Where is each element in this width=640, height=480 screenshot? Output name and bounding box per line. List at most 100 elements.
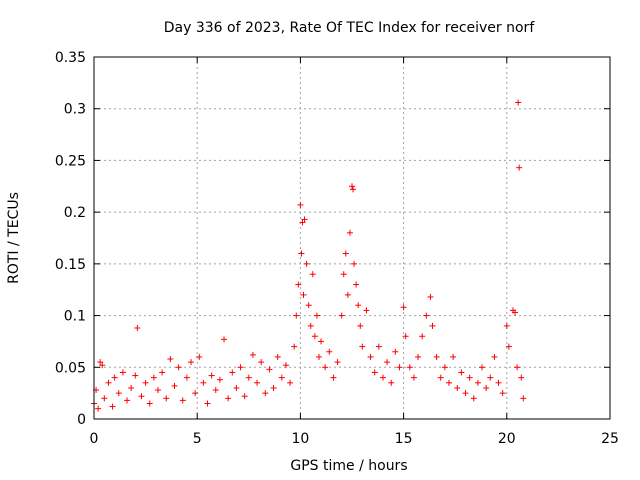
data-point <box>446 379 453 386</box>
data-point <box>315 353 322 360</box>
data-point <box>179 397 186 404</box>
data-point <box>491 353 498 360</box>
data-point <box>512 309 519 316</box>
data-point <box>146 400 153 407</box>
data-point <box>124 397 131 404</box>
data-point <box>196 353 203 360</box>
data-point <box>241 393 248 400</box>
data-point <box>359 343 366 350</box>
data-point <box>441 364 448 371</box>
data-point <box>303 260 310 267</box>
data-point <box>109 403 116 410</box>
data-point <box>322 364 329 371</box>
data-point <box>134 324 141 331</box>
data-point <box>518 374 525 381</box>
x-tick-label: 5 <box>193 431 202 447</box>
data-point <box>132 372 139 379</box>
data-point <box>299 219 306 226</box>
data-point <box>514 364 521 371</box>
data-point <box>454 384 461 391</box>
data-point <box>400 304 407 311</box>
data-point <box>346 229 353 236</box>
data-point <box>163 395 170 402</box>
data-point <box>245 374 252 381</box>
data-point <box>192 390 199 397</box>
data-point <box>287 379 294 386</box>
data-point <box>458 369 465 376</box>
data-point <box>388 379 395 386</box>
data-point <box>150 374 157 381</box>
data-point <box>353 281 360 288</box>
data-point <box>208 372 215 379</box>
data-point <box>301 216 308 223</box>
data-point <box>212 387 219 394</box>
y-tick-label: 0.1 <box>64 309 86 325</box>
data-point <box>392 348 399 355</box>
data-point <box>216 376 223 383</box>
data-point <box>270 384 277 391</box>
data-point <box>188 359 195 366</box>
data-point <box>340 271 347 278</box>
y-tick-label: 0.15 <box>55 257 86 273</box>
data-point <box>99 362 106 369</box>
data-point <box>307 322 314 329</box>
data-point <box>384 359 391 366</box>
data-point <box>423 312 430 319</box>
data-point <box>326 348 333 355</box>
data-point <box>503 322 510 329</box>
data-point <box>274 353 281 360</box>
data-point <box>200 379 207 386</box>
data-point <box>483 384 490 391</box>
y-tick-label: 0.2 <box>64 205 86 221</box>
data-point <box>258 359 265 366</box>
data-point <box>437 374 444 381</box>
data-point <box>300 291 307 298</box>
data-point <box>293 312 300 319</box>
data-point <box>350 186 357 193</box>
data-point <box>410 374 417 381</box>
data-point <box>311 333 318 340</box>
data-point <box>363 307 370 314</box>
data-point <box>262 390 269 397</box>
y-tick-labels: 0 0.05 0.1 0.15 0.2 0.25 0.3 0.35 <box>55 50 86 428</box>
data-point <box>379 374 386 381</box>
data-point <box>415 353 422 360</box>
data-point <box>515 99 522 106</box>
data-point <box>334 359 341 366</box>
data-point <box>349 183 355 190</box>
data-point <box>433 353 440 360</box>
data-point <box>470 395 477 402</box>
x-tick-label: 25 <box>601 431 619 447</box>
data-point <box>462 390 469 397</box>
data-point <box>474 379 481 386</box>
y-tick-label: 0.05 <box>55 360 86 376</box>
y-tick-label: 0 <box>77 412 86 428</box>
data-point <box>357 322 364 329</box>
data-point <box>427 293 434 300</box>
data-point <box>167 356 174 363</box>
plot-frame <box>93 56 611 420</box>
data-point <box>183 374 190 381</box>
data-point <box>295 281 302 288</box>
data-point <box>342 250 349 257</box>
data-point <box>505 343 512 350</box>
data-point <box>499 390 506 397</box>
y-axis-label: ROTI / TECUs <box>6 192 22 284</box>
data-point <box>375 343 382 350</box>
data-point <box>419 333 426 340</box>
y-tick-label: 0.35 <box>55 50 86 66</box>
data-point <box>313 312 320 319</box>
data-point <box>101 395 108 402</box>
data-point <box>237 364 244 371</box>
data-point <box>128 384 135 391</box>
y-tick-label: 0.3 <box>64 102 86 118</box>
data-point <box>402 333 409 340</box>
data-point <box>278 374 285 381</box>
data-point <box>266 366 273 373</box>
data-point <box>495 379 502 386</box>
data-point <box>159 369 166 376</box>
data-point <box>318 338 325 345</box>
data-point <box>154 387 161 394</box>
